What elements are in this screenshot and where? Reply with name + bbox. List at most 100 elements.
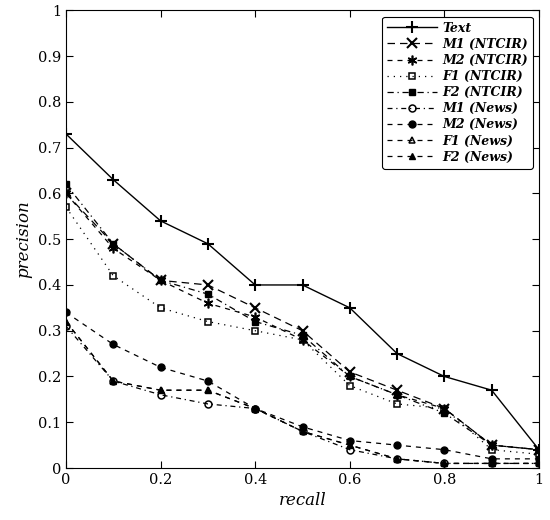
F2 (News) xyxy=(441,460,448,466)
M2 (NTCIR) xyxy=(488,442,495,448)
M1 (News) xyxy=(536,460,542,466)
F1 (NTCIR) xyxy=(157,305,164,311)
M1 (News) xyxy=(346,447,353,453)
F1 (NTCIR) xyxy=(299,337,306,343)
F2 (NTCIR) xyxy=(441,410,448,416)
F2 (News) xyxy=(536,460,542,466)
M1 (News) xyxy=(157,392,164,398)
M2 (News) xyxy=(488,456,495,462)
F2 (NTCIR) xyxy=(346,373,353,380)
M1 (News) xyxy=(488,460,495,466)
M2 (NTCIR) xyxy=(252,314,258,320)
F2 (NTCIR) xyxy=(536,447,542,453)
M1 (NTCIR) xyxy=(488,442,495,448)
M2 (News) xyxy=(157,364,164,370)
Legend: Text, M1 (NTCIR), M2 (NTCIR), F1 (NTCIR), F2 (NTCIR), M1 (News), M2 (News), F1 (: Text, M1 (NTCIR), M2 (NTCIR), F1 (NTCIR)… xyxy=(382,17,533,168)
M1 (NTCIR) xyxy=(205,282,211,288)
M2 (News) xyxy=(252,406,258,412)
M2 (NTCIR) xyxy=(536,447,542,453)
M1 (NTCIR) xyxy=(110,241,117,247)
Line: F1 (NTCIR): F1 (NTCIR) xyxy=(63,204,542,458)
Y-axis label: precision: precision xyxy=(15,200,32,278)
M1 (News) xyxy=(205,401,211,407)
F1 (NTCIR) xyxy=(488,447,495,453)
F1 (NTCIR) xyxy=(346,383,353,389)
F2 (NTCIR) xyxy=(63,181,69,187)
M1 (News) xyxy=(252,406,258,412)
M2 (NTCIR) xyxy=(157,277,164,283)
Line: M2 (NTCIR): M2 (NTCIR) xyxy=(61,189,544,454)
Line: Text: Text xyxy=(60,128,544,455)
M1 (NTCIR) xyxy=(252,305,258,311)
M1 (NTCIR) xyxy=(157,277,164,283)
Text: (0.3, 0.49): (0.3, 0.49) xyxy=(205,241,211,247)
F2 (News) xyxy=(394,456,400,462)
M1 (News) xyxy=(441,460,448,466)
M1 (NTCIR) xyxy=(63,190,69,197)
F1 (News) xyxy=(394,456,400,462)
Text: (0, 0.73): (0, 0.73) xyxy=(63,131,69,137)
F1 (NTCIR) xyxy=(252,328,258,334)
M1 (NTCIR) xyxy=(394,387,400,393)
M2 (NTCIR) xyxy=(63,190,69,197)
F1 (News) xyxy=(205,387,211,393)
F1 (News) xyxy=(157,387,164,393)
F2 (News) xyxy=(157,387,164,393)
F1 (NTCIR) xyxy=(110,272,117,279)
F2 (News) xyxy=(346,442,353,448)
F2 (News) xyxy=(110,378,117,384)
X-axis label: recall: recall xyxy=(279,492,326,510)
F1 (News) xyxy=(252,406,258,412)
F1 (News) xyxy=(346,442,353,448)
F2 (News) xyxy=(299,428,306,435)
M2 (News) xyxy=(299,424,306,430)
M2 (News) xyxy=(205,378,211,384)
M1 (News) xyxy=(110,378,117,384)
F1 (NTCIR) xyxy=(394,401,400,407)
F1 (NTCIR) xyxy=(536,451,542,458)
F2 (News) xyxy=(205,387,211,393)
F2 (NTCIR) xyxy=(157,277,164,283)
M2 (NTCIR) xyxy=(110,245,117,252)
F2 (NTCIR) xyxy=(110,241,117,247)
F1 (News) xyxy=(299,428,306,435)
Text: (0.2, 0.54): (0.2, 0.54) xyxy=(157,218,164,224)
Text: (0.6, 0.35): (0.6, 0.35) xyxy=(346,305,353,311)
Text: (1, 0.04): (1, 0.04) xyxy=(536,447,542,453)
F1 (News) xyxy=(488,460,495,466)
F2 (News) xyxy=(63,318,69,324)
Text: (0.8, 0.2): (0.8, 0.2) xyxy=(441,373,448,380)
M2 (NTCIR) xyxy=(441,406,448,412)
Text: (0.1, 0.63): (0.1, 0.63) xyxy=(110,177,117,183)
Line: M1 (News): M1 (News) xyxy=(63,323,542,467)
F1 (News) xyxy=(110,378,117,384)
Line: M1 (NTCIR): M1 (NTCIR) xyxy=(61,189,544,454)
F1 (News) xyxy=(63,318,69,324)
M1 (News) xyxy=(63,323,69,329)
F1 (News) xyxy=(441,460,448,466)
F1 (NTCIR) xyxy=(63,204,69,210)
M1 (NTCIR) xyxy=(536,447,542,453)
Line: M2 (News): M2 (News) xyxy=(63,309,542,462)
Line: F2 (News): F2 (News) xyxy=(63,318,542,467)
F2 (NTCIR) xyxy=(394,392,400,398)
Text: (0.7, 0.25): (0.7, 0.25) xyxy=(394,350,400,357)
F2 (NTCIR) xyxy=(488,442,495,448)
F2 (News) xyxy=(252,406,258,412)
F2 (NTCIR) xyxy=(299,332,306,339)
F2 (News) xyxy=(488,460,495,466)
F2 (NTCIR) xyxy=(252,318,258,324)
M2 (NTCIR) xyxy=(346,373,353,380)
Line: F2 (NTCIR): F2 (NTCIR) xyxy=(63,181,542,453)
Text: (0.9, 0.17): (0.9, 0.17) xyxy=(488,387,495,393)
M1 (NTCIR) xyxy=(441,406,448,412)
M2 (News) xyxy=(346,437,353,444)
M2 (NTCIR) xyxy=(394,392,400,398)
M2 (News) xyxy=(63,309,69,316)
M1 (News) xyxy=(394,456,400,462)
M2 (News) xyxy=(394,442,400,448)
M1 (NTCIR) xyxy=(299,328,306,334)
M2 (News) xyxy=(441,447,448,453)
M2 (NTCIR) xyxy=(299,337,306,343)
M1 (News) xyxy=(299,428,306,435)
